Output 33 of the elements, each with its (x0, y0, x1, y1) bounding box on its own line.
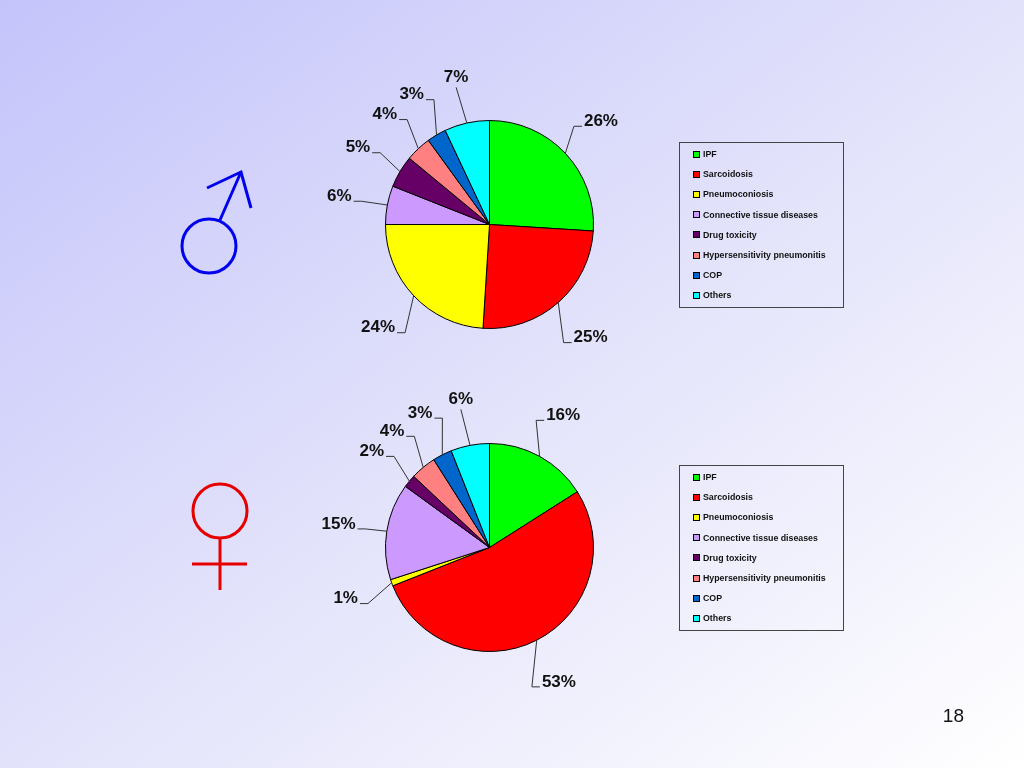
legend-label: Drug toxicity (703, 552, 757, 563)
legend-label: Connective tissue diseases (703, 209, 818, 220)
data-label: 6% (327, 185, 352, 205)
data-label: 4% (379, 420, 405, 440)
legend-label: Drug toxicity (703, 229, 757, 240)
data-label: 16% (546, 405, 581, 425)
legend-label: COP (703, 270, 723, 281)
data-label: 6% (448, 389, 474, 409)
text: 18 (942, 705, 964, 727)
data-label: 53% (541, 671, 576, 691)
legend-label: IPF (703, 472, 717, 483)
data-label: 26% (583, 110, 618, 130)
data-label: 2% (359, 441, 384, 461)
data-label: 1% (333, 588, 358, 608)
legend-label: Pneumoconiosis (703, 189, 774, 200)
legend-label: Pneumoconiosis (703, 512, 774, 523)
data-label: 15% (321, 513, 356, 533)
data-label: 5% (345, 137, 371, 157)
legend-label: Sarcoidosis (703, 492, 753, 503)
legend-label: Hypersensitivity pneumonitis (703, 573, 826, 584)
legend-label: IPF (703, 149, 717, 160)
data-label: 3% (399, 84, 424, 104)
legend-label: Connective tissue diseases (703, 532, 818, 543)
legend-label: Sarcoidosis (703, 169, 753, 180)
legend-label: COP (703, 593, 723, 604)
data-label: 4% (372, 104, 398, 124)
data-label: 7% (443, 67, 469, 87)
legend-label: Others (703, 613, 732, 624)
data-label: 25% (573, 327, 608, 347)
data-label: 24% (361, 317, 396, 337)
legend-label: Hypersensitivity pneumonitis (703, 250, 826, 261)
legend-label: Others (703, 290, 732, 301)
data-label: 3% (407, 402, 433, 422)
